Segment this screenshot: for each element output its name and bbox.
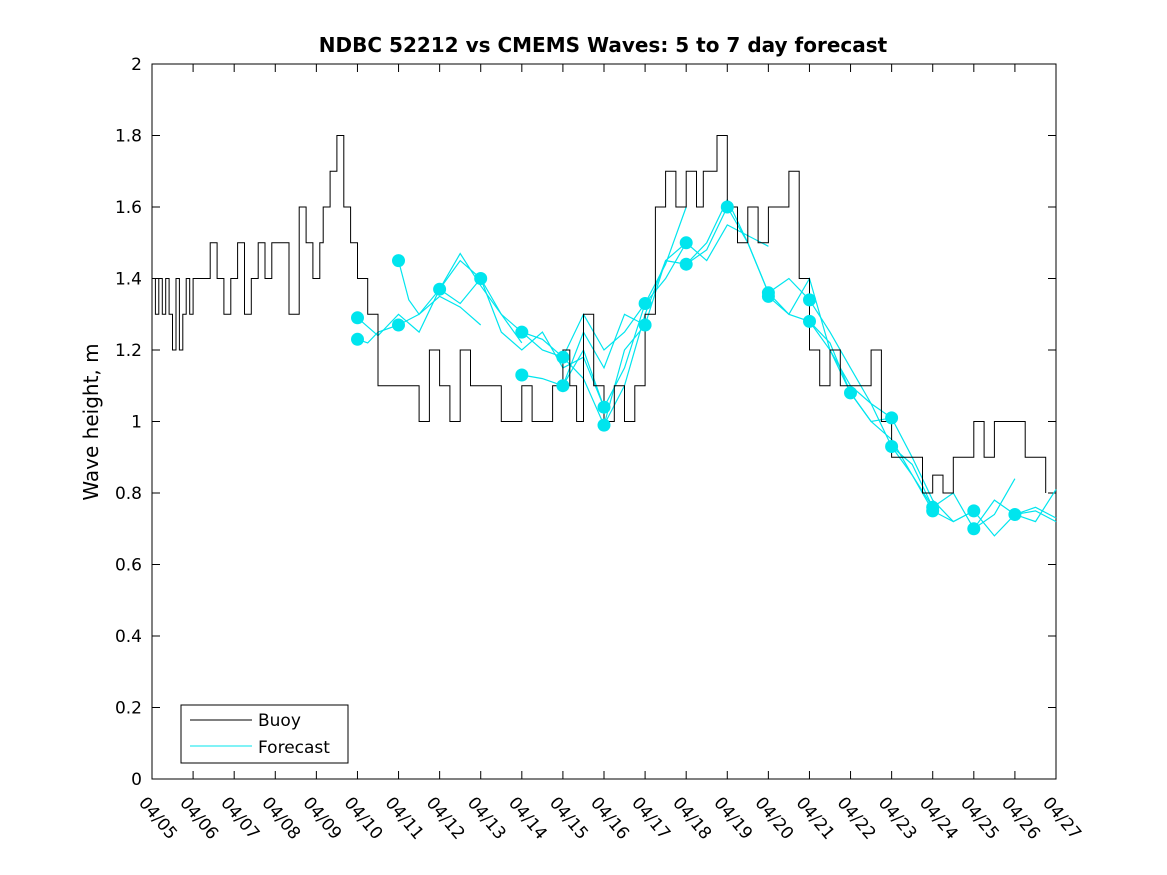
forecast-marker [433, 282, 447, 296]
y-tick-label: 0.4 [115, 627, 142, 647]
forecast-marker [720, 200, 734, 214]
forecast-line [932, 489, 1057, 537]
plot-area: 00.20.40.60.811.21.41.61.82 04/0504/0604… [115, 55, 1085, 844]
forecast-marker [761, 289, 775, 303]
forecast-marker [803, 293, 816, 307]
forecast-marker [844, 386, 857, 400]
y-tick-label: 1.4 [115, 270, 142, 290]
forecast-marker [556, 350, 570, 364]
y-tick-label: 1.8 [115, 127, 142, 147]
legend-box [180, 704, 349, 764]
y-tick-label: 0.6 [115, 556, 142, 576]
forecast-line [1014, 506, 1057, 519]
forecast-marker [638, 318, 652, 332]
forecast-marker [556, 379, 570, 393]
y-tick-label: 0.8 [115, 484, 142, 504]
forecast-marker [967, 504, 981, 518]
forecast-marker [597, 400, 611, 414]
series-layer [152, 135, 1057, 537]
y-axis-label: Wave height, m [79, 343, 103, 500]
forecast-marker [351, 332, 364, 346]
forecast-marker [392, 254, 405, 268]
forecast-marker [967, 522, 981, 536]
y-axis: 0 0.2 0.4 0.6 0.8 1 1.2 1.4 1.6 1.8 2 [115, 55, 1056, 790]
forecast-marker [515, 325, 529, 339]
legend: Buoy Forecast [180, 704, 349, 764]
forecast-marker [885, 411, 899, 425]
forecast-marker [803, 314, 816, 328]
y-tick-label: 1.6 [115, 198, 142, 218]
forecast-marker [597, 418, 611, 432]
forecast-line [603, 206, 728, 426]
forecast-marker [515, 368, 529, 382]
y-tick-label: 1 [131, 413, 142, 433]
forecast-marker [474, 272, 488, 285]
y-tick-label: 2 [131, 55, 142, 75]
buoy-line [152, 135, 1047, 494]
legend-forecast-label: Forecast [258, 738, 330, 758]
forecast-line [439, 277, 564, 358]
chart-title: NDBC 52212 vs CMEMS Waves: 5 to 7 day fo… [319, 33, 888, 57]
forecast-marker [679, 257, 693, 271]
y-tick-label: 0.2 [115, 699, 142, 719]
legend-buoy-label: Buoy [258, 711, 301, 731]
forecast-marker [679, 236, 693, 250]
forecast-marker [885, 440, 899, 453]
forecast-marker [638, 297, 652, 310]
forecast-marker [351, 311, 364, 325]
forecast-marker [392, 318, 405, 332]
forecast-marker [1008, 508, 1022, 521]
forecast-line [357, 295, 482, 344]
y-tick-label: 1.2 [115, 341, 142, 361]
y-tick-label: 0 [131, 770, 142, 790]
forecast-line [808, 299, 934, 508]
forecast-marker [926, 504, 940, 518]
